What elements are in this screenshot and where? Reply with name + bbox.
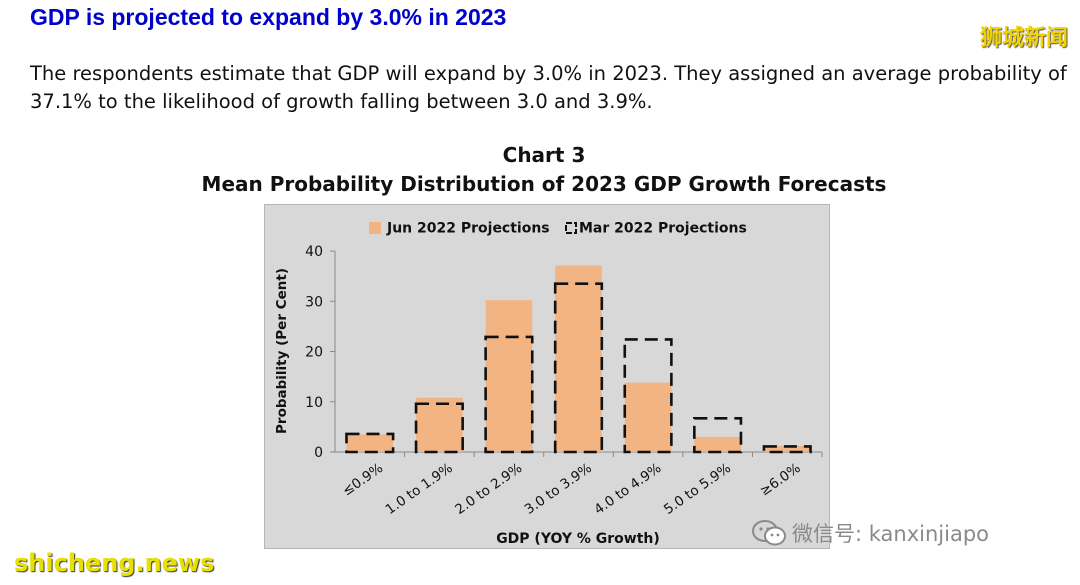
legend-label-jun: Jun 2022 Projections [386,221,550,237]
wechat-watermark: 微信号: kanxinjiapo [752,518,989,548]
x-tick-label: 4.0 to 4.9% [591,460,664,518]
wechat-icon [752,519,786,547]
chart-area: Jun 2022 Projections Mar 2022 Projection… [264,204,830,549]
x-tick-label: 5.0 to 5.9% [661,460,734,518]
y-tick-label: 0 [314,445,323,461]
bar-mar-2022 [414,402,464,454]
x-tick-label: ≥6.0% [757,460,804,499]
bar-jun-2022 [694,436,741,452]
x-tick-label: ≤0.9% [340,460,387,499]
intro-paragraph: The respondents estimate that GDP will e… [30,62,1067,113]
bar-jun-2022 [763,445,811,452]
chart-title: Mean Probability Distribution of 2023 GD… [201,172,887,196]
bar-jun-2022 [624,382,672,452]
brand-watermark-cn: 狮城新闻 [979,26,1068,51]
headline: GDP is projected to expand by 3.0% in 20… [30,4,507,30]
y-tick-label: 30 [305,294,323,310]
legend-swatch-jun [369,222,381,234]
bar-mar-2022 [553,282,604,454]
legend-swatch-mar [565,222,577,234]
y-axis-title: Probability (Per Cent) [274,268,290,434]
y-tick-label: 10 [305,395,323,411]
y-tick-label: 40 [305,244,323,260]
bar-jun-2022 [346,434,394,452]
bar-mar-2022 [623,338,673,454]
x-tick-label: 2.0 to 2.9% [452,460,525,518]
bar-jun-2022 [555,265,602,452]
bar-mar-2022 [345,432,395,454]
bar-mar-2022 [693,417,743,454]
bar-jun-2022 [416,397,463,452]
x-tick-label: 3.0 to 3.9% [522,460,595,518]
bar-jun-2022 [485,300,533,452]
bar-mar-2022 [484,335,534,454]
chart-legend: Jun 2022 Projections Mar 2022 Projection… [369,221,747,237]
chart-number: Chart 3 [502,143,586,167]
wechat-id-text: 微信号: kanxinjiapo [792,522,990,546]
x-axis-title: GDP (YOY % Growth) [496,531,660,547]
y-tick-label: 20 [305,345,323,361]
chart-svg: Jun 2022 Projections Mar 2022 Projection… [274,221,823,547]
site-watermark: shicheng.news [14,549,215,577]
legend-label-mar: Mar 2022 Projections [579,221,747,237]
bar-mar-2022 [762,445,812,454]
x-tick-label: 1.0 to 1.9% [383,460,456,518]
